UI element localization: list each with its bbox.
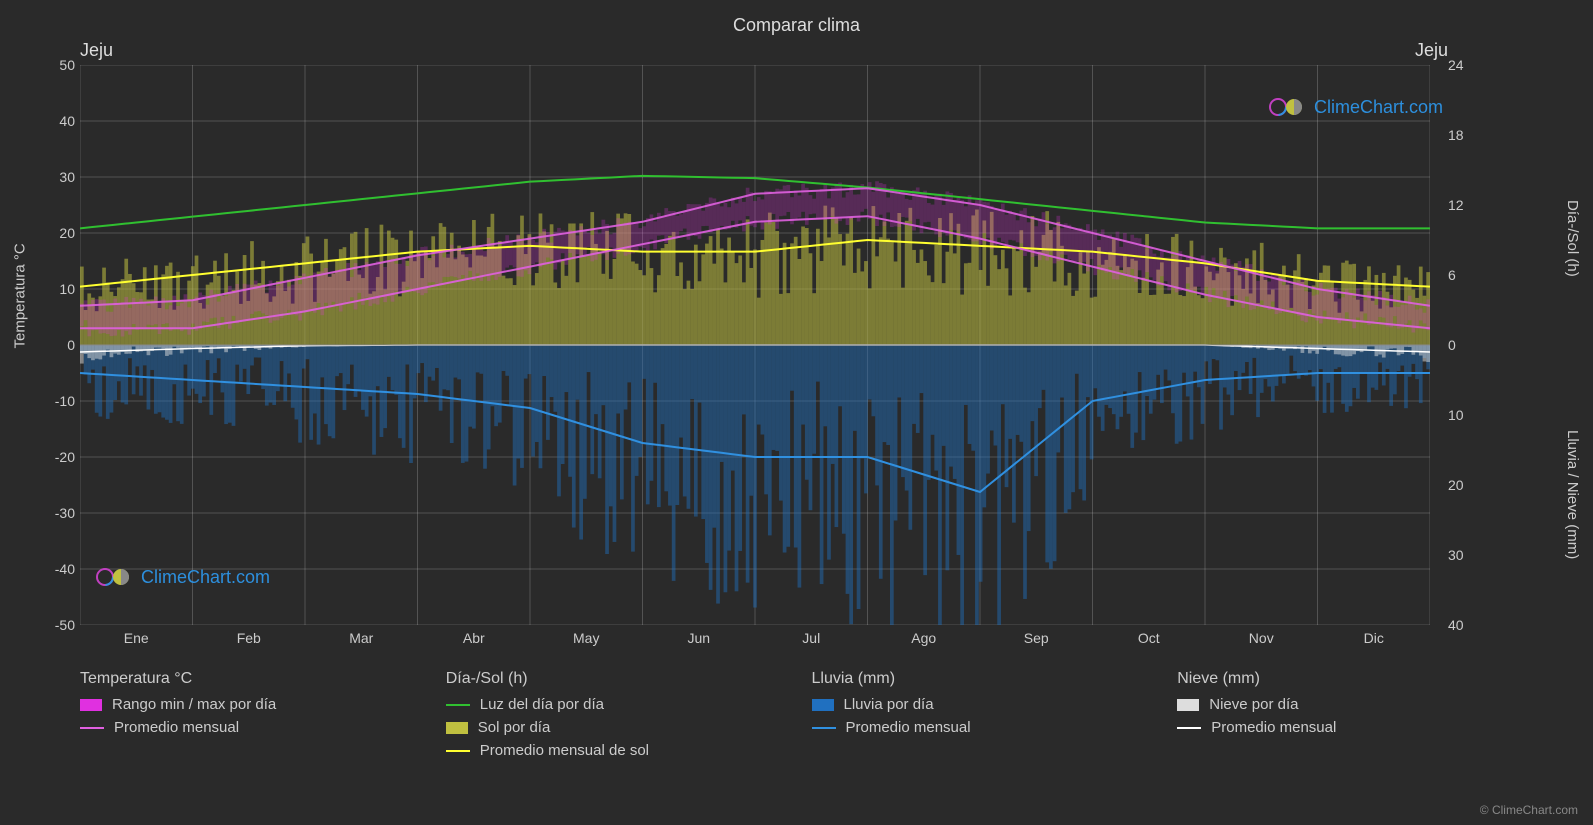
y-tick-left: -20	[50, 449, 75, 465]
legend-label: Promedio mensual	[1211, 719, 1336, 736]
legend-item: Promedio mensual	[1177, 719, 1513, 736]
y-tick-left: -50	[50, 617, 75, 633]
legend-item: Promedio mensual de sol	[446, 742, 782, 759]
y-tick-left: 20	[50, 225, 75, 241]
y-tick-right: 20	[1448, 477, 1473, 493]
x-tick-month: Dic	[1364, 630, 1384, 646]
x-tick-month: May	[573, 630, 599, 646]
legend-item: Rango min / max por día	[80, 696, 416, 713]
legend-group: Lluvia (mm) Lluvia por día Promedio mensua…	[812, 670, 1148, 765]
y-tick-left: -40	[50, 561, 75, 577]
location-label-right: Jeju	[1415, 40, 1448, 61]
y-tick-right: 10	[1448, 407, 1473, 423]
x-tick-month: Jul	[802, 630, 820, 646]
legend-item: Promedio mensual	[812, 719, 1148, 736]
legend-label: Sol por día	[478, 719, 551, 736]
legend-group: Día-/Sol (h) Luz del día por día Sol por d…	[446, 670, 782, 765]
y-axis-label-precip: Lluvia / Nieve (mm)	[1564, 430, 1581, 559]
location-label-left: Jeju	[80, 40, 113, 61]
y-tick-right: 18	[1448, 127, 1473, 143]
legend-label: Promedio mensual de sol	[480, 742, 649, 759]
legend-group-title: Lluvia (mm)	[812, 670, 1148, 688]
legend-swatch-icon	[446, 722, 468, 734]
y-tick-right: 12	[1448, 197, 1473, 213]
legend-line-icon	[1177, 727, 1201, 729]
legend-group-title: Nieve (mm)	[1177, 670, 1513, 688]
legend-item: Luz del día por día	[446, 696, 782, 713]
y-tick-right: 30	[1448, 547, 1473, 563]
watermark-top: ClimeChart.com	[1268, 95, 1443, 119]
legend-item: Lluvia por día	[812, 696, 1148, 713]
legend-line-icon	[812, 727, 836, 729]
legend-label: Promedio mensual	[114, 719, 239, 736]
watermark-text: ClimeChart.com	[141, 567, 270, 588]
legend-group: Nieve (mm) Nieve por día Promedio mensual	[1177, 670, 1513, 765]
y-tick-left: -10	[50, 393, 75, 409]
chart-legend: Temperatura °C Rango min / max por día Pro…	[80, 670, 1513, 765]
legend-swatch-icon	[812, 699, 834, 711]
y-axis-label-temperature: Temperatura °C	[12, 243, 29, 348]
y-tick-left: 40	[50, 113, 75, 129]
legend-label: Luz del día por día	[480, 696, 604, 713]
y-tick-left: 50	[50, 57, 75, 73]
x-tick-month: Nov	[1249, 630, 1274, 646]
x-tick-month: Abr	[463, 630, 485, 646]
y-tick-right: 6	[1448, 267, 1473, 283]
legend-line-icon	[446, 750, 470, 752]
legend-group-title: Día-/Sol (h)	[446, 670, 782, 688]
y-tick-right: 24	[1448, 57, 1473, 73]
y-tick-left: 10	[50, 281, 75, 297]
x-tick-month: Mar	[349, 630, 373, 646]
y-tick-left: 30	[50, 169, 75, 185]
legend-group: Temperatura °C Rango min / max por día Pro…	[80, 670, 416, 765]
legend-label: Lluvia por día	[844, 696, 934, 713]
legend-line-icon	[80, 727, 104, 729]
y-tick-right: 0	[1448, 337, 1473, 353]
x-tick-month: Oct	[1138, 630, 1160, 646]
legend-item: Sol por día	[446, 719, 782, 736]
x-tick-month: Ago	[911, 630, 936, 646]
legend-label: Nieve por día	[1209, 696, 1298, 713]
y-tick-left: 0	[50, 337, 75, 353]
y-axis-label-hours: Día-/Sol (h)	[1564, 200, 1581, 277]
x-tick-month: Ene	[124, 630, 149, 646]
watermark-bottom: ClimeChart.com	[95, 565, 270, 589]
legend-swatch-icon	[1177, 699, 1199, 711]
x-tick-month: Sep	[1024, 630, 1049, 646]
x-tick-month: Jun	[687, 630, 710, 646]
legend-label: Promedio mensual	[846, 719, 971, 736]
x-tick-month: Feb	[237, 630, 261, 646]
watermark-text: ClimeChart.com	[1314, 97, 1443, 118]
legend-item: Nieve por día	[1177, 696, 1513, 713]
climate-chart-svg	[80, 65, 1430, 625]
chart-plot-area	[80, 65, 1430, 625]
y-tick-right: 40	[1448, 617, 1473, 633]
y-tick-left: -30	[50, 505, 75, 521]
chart-title: Comparar clima	[0, 0, 1593, 36]
legend-line-icon	[446, 704, 470, 706]
legend-item: Promedio mensual	[80, 719, 416, 736]
legend-swatch-icon	[80, 699, 102, 711]
copyright-text: © ClimeChart.com	[1480, 803, 1578, 817]
legend-group-title: Temperatura °C	[80, 670, 416, 688]
legend-label: Rango min / max por día	[112, 696, 276, 713]
